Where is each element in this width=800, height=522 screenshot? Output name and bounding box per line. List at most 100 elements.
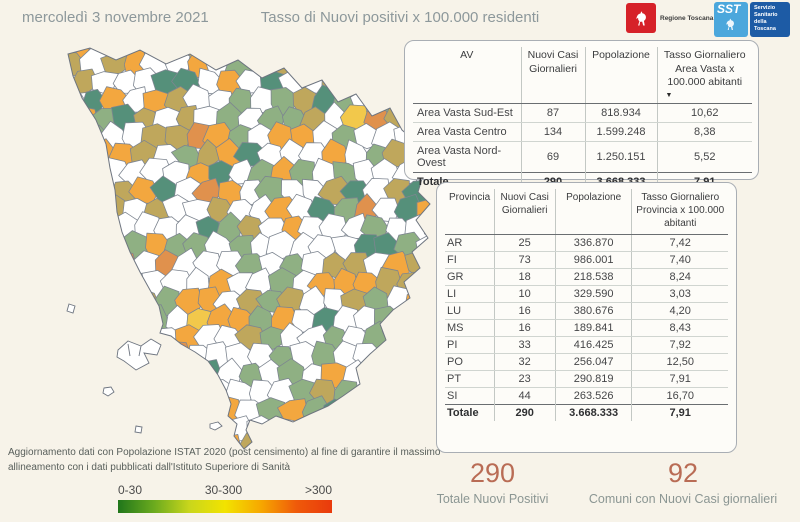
municipality-cell-rate-mid-olive[interactable]: [132, 399, 159, 425]
municipality-cell-zero-cases[interactable]: [381, 326, 413, 354]
municipality-cell-rate-high-orange[interactable]: [163, 340, 192, 370]
table-row[interactable]: MS 16 189.841 8,43: [445, 319, 728, 337]
table-cell[interactable]: 380.676: [554, 302, 632, 320]
municipality-cell-rate-mid-olive[interactable]: [38, 126, 66, 152]
table-cell[interactable]: PO: [445, 353, 495, 371]
municipality-cell-zero-cases[interactable]: [57, 194, 86, 226]
municipality-cell-rate-low-green[interactable]: [56, 413, 90, 443]
table-cell[interactable]: 69: [520, 141, 585, 173]
table-cell[interactable]: FI: [445, 251, 495, 269]
municipality-cell-rate-low-green[interactable]: [38, 237, 44, 262]
municipality-cell-zero-cases[interactable]: [68, 247, 96, 278]
table-cell[interactable]: 263.526: [554, 387, 632, 405]
table-row[interactable]: AR 25 336.870 7,42: [445, 234, 728, 252]
municipality-cell-rate-low-green[interactable]: [38, 218, 54, 240]
municipality-cell-rate-mid-olive[interactable]: [57, 380, 85, 407]
municipality-cell-rate-low-green[interactable]: [122, 305, 150, 337]
municipality-cell-rate-mid-orange[interactable]: [79, 307, 110, 332]
municipality-cell-zero-cases[interactable]: [68, 326, 100, 352]
municipality-cell-zero-cases[interactable]: [76, 267, 106, 300]
municipality-cell-rate-mid-orange[interactable]: [395, 381, 423, 410]
municipality-cell-rate-mid-olive[interactable]: [374, 343, 405, 371]
municipality-cell-rate-low-green[interactable]: [91, 217, 116, 243]
municipality-cell-zero-cases[interactable]: [38, 416, 46, 442]
municipality-cell-rate-low-teal[interactable]: [38, 104, 56, 133]
municipality-cell-zero-cases[interactable]: [50, 180, 78, 210]
table-cell[interactable]: 5,52: [656, 141, 752, 173]
island[interactable]: [134, 425, 143, 434]
municipality-cell-rate-mid-olive[interactable]: [171, 396, 201, 425]
municipality-cell-zero-cases[interactable]: [373, 416, 399, 445]
municipality-cell-zero-cases[interactable]: [91, 290, 116, 314]
municipality-cell-zero-cases[interactable]: [80, 195, 107, 225]
municipality-cell-rate-mid-olive[interactable]: [183, 375, 212, 407]
table-cell[interactable]: Area Vasta Centro: [413, 122, 521, 142]
municipality-cell-zero-cases[interactable]: [113, 287, 140, 314]
table-cell[interactable]: 818.934: [584, 103, 657, 123]
col-header-provincia[interactable]: Provincia: [445, 189, 495, 235]
municipality-cell-zero-cases[interactable]: [142, 414, 170, 443]
col-header-popolazione[interactable]: Popolazione: [584, 47, 657, 104]
municipality-cell-zero-cases[interactable]: [38, 341, 65, 370]
municipality-cell-rate-high-orange[interactable]: [426, 362, 436, 387]
municipality-cell-rate-mid-olive[interactable]: [38, 287, 56, 315]
table-cell[interactable]: LI: [445, 285, 495, 303]
municipality-cell-rate-mid-orange[interactable]: [403, 287, 433, 319]
municipality-cell-zero-cases[interactable]: [39, 196, 66, 224]
municipality-cell-rate-mid-orange[interactable]: [383, 395, 411, 426]
municipality-cell-zero-cases[interactable]: [360, 68, 392, 97]
municipality-cell-rate-mid-orange[interactable]: [175, 360, 203, 388]
table-cell[interactable]: 33: [493, 336, 556, 354]
municipality-cell-rate-mid-orange[interactable]: [58, 234, 86, 263]
table-cell[interactable]: 416.425: [554, 336, 632, 354]
municipality-cell-zero-cases[interactable]: [38, 86, 63, 113]
municipality-cell-zero-cases[interactable]: [267, 418, 299, 445]
table-cell[interactable]: 7,42: [631, 234, 728, 252]
municipality-cell-rate-low-green[interactable]: [402, 324, 436, 353]
table-cell[interactable]: 8,24: [631, 268, 728, 286]
municipality-cell-zero-cases[interactable]: [89, 250, 119, 279]
municipality-cell-rate-low-teal[interactable]: [38, 401, 56, 423]
municipality-cell-zero-cases[interactable]: [236, 44, 263, 58]
municipality-cell-zero-cases[interactable]: [58, 270, 85, 298]
col-header-popolazione[interactable]: Popolazione: [554, 189, 632, 235]
municipality-cell-rate-low-teal[interactable]: [393, 340, 423, 371]
municipality-cell-rate-high-orange[interactable]: [70, 140, 95, 170]
table-cell[interactable]: 8,38: [656, 122, 752, 142]
table-cell[interactable]: 10,62: [656, 103, 752, 123]
municipality-cell-rate-high-orange[interactable]: [50, 361, 75, 392]
municipality-cell-zero-cases[interactable]: [91, 323, 120, 354]
island[interactable]: [66, 303, 76, 314]
municipality-cell-rate-low-teal[interactable]: [280, 44, 309, 63]
municipality-cell-zero-cases[interactable]: [139, 378, 174, 404]
table-row[interactable]: LI 10 329.590 3,03: [445, 285, 728, 303]
municipality-cell-rate-mid-orange[interactable]: [407, 362, 436, 390]
municipality-cell-rate-mid-orange[interactable]: [416, 198, 436, 227]
municipality-cell-rate-low-green[interactable]: [38, 196, 48, 222]
municipality-cell-zero-cases[interactable]: [364, 396, 393, 427]
municipality-cell-rate-mid-orange[interactable]: [112, 395, 142, 428]
sort-descending-icon[interactable]: ▼: [665, 91, 673, 99]
municipality-cell-zero-cases[interactable]: [339, 66, 374, 95]
municipality-cell-zero-cases[interactable]: [69, 360, 98, 391]
municipality-cell-rate-low-green[interactable]: [46, 138, 77, 174]
table-cell[interactable]: Area Vasta Nord-Ovest: [417, 144, 502, 169]
municipality-cell-zero-cases[interactable]: [38, 342, 45, 369]
municipality-cell-zero-cases[interactable]: [38, 51, 64, 79]
municipality-cell-rate-low-teal[interactable]: [38, 269, 44, 296]
table-cell[interactable]: 32: [493, 353, 556, 371]
municipality-cell-zero-cases[interactable]: [342, 44, 372, 64]
table-cell[interactable]: PT: [445, 370, 495, 388]
municipality-cell-rate-low-teal[interactable]: [38, 141, 53, 168]
municipality-cell-rate-mid-orange[interactable]: [69, 106, 99, 136]
table-cell[interactable]: 189.841: [554, 319, 632, 337]
municipality-cell-zero-cases[interactable]: [91, 363, 118, 389]
municipality-cell-zero-cases[interactable]: [38, 415, 67, 445]
table-cell[interactable]: 7,40: [631, 251, 728, 269]
table-row[interactable]: SI 44 263.526 16,70: [445, 387, 728, 405]
table-cell[interactable]: GR: [445, 268, 495, 286]
table-cell[interactable]: 44: [493, 387, 556, 405]
municipality-cell-rate-low-teal[interactable]: [194, 44, 224, 60]
municipality-cell-rate-low-green[interactable]: [38, 236, 65, 259]
municipality-cell-rate-mid-yellow[interactable]: [38, 382, 67, 403]
